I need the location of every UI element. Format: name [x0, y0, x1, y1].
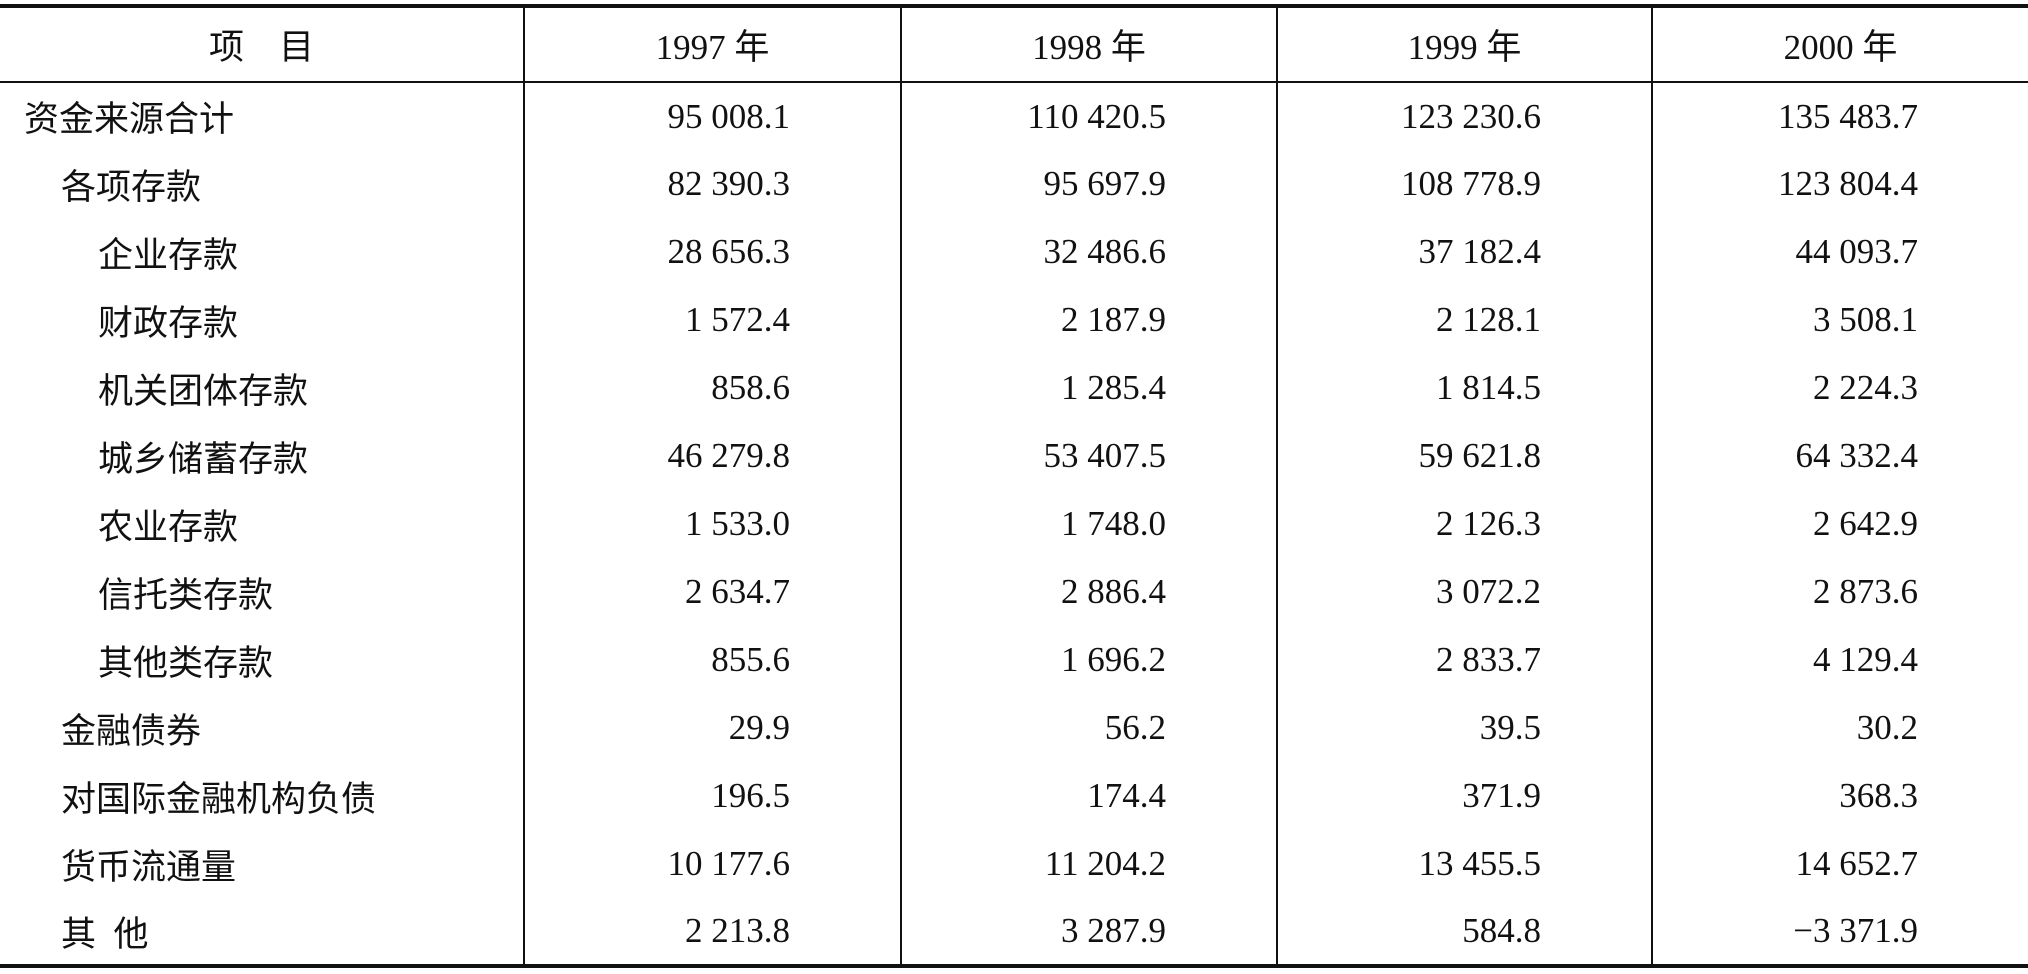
- table-row: 金融债券 29.9 56.2 39.5 30.2: [0, 694, 2028, 762]
- value-cell: 1 814.5: [1276, 354, 1652, 422]
- item-cell: 货币流通量: [61, 847, 237, 887]
- value-cell: 2 126.3: [1276, 490, 1652, 558]
- item-cell: 其 他: [61, 914, 149, 954]
- value-cell: 1 533.0: [523, 490, 901, 558]
- value-cell: 3 072.2: [1276, 558, 1652, 626]
- value-cell: 858.6: [523, 354, 901, 422]
- item-cell: 资金来源合计: [24, 100, 235, 139]
- value-cell: 174.4: [900, 762, 1277, 830]
- table-row: 资金来源合计 95 008.1 110 420.5 123 230.6 135 483.…: [0, 82, 2028, 150]
- value-cell: 64 332.4: [1651, 422, 2028, 490]
- value-cell: 46 279.8: [523, 422, 901, 490]
- value-cell: 14 652.7: [1651, 830, 2028, 898]
- value-cell: 10 177.6: [523, 830, 901, 898]
- item-cell: 城乡储蓄存款: [98, 439, 309, 479]
- value-cell: 13 455.5: [1276, 830, 1652, 898]
- value-cell: 2 886.4: [900, 558, 1277, 626]
- table-header: 项 目 1997 年 1998 年 1999 年 2000 年: [0, 6, 2028, 82]
- value-cell: 2 833.7: [1276, 626, 1652, 694]
- table-row: 机关团体存款 858.6 1 285.4 1 814.5 2 224.3: [0, 354, 2028, 422]
- value-cell: 56.2: [900, 694, 1277, 762]
- header-cell: 项 目: [208, 28, 314, 67]
- value-cell: 196.5: [523, 762, 901, 830]
- value-cell: 2 187.9: [900, 286, 1277, 354]
- item-cell: 各项存款: [61, 167, 202, 207]
- item-cell: 其他类存款: [98, 643, 274, 683]
- table-row: 企业存款 28 656.3 32 486.6 37 182.4 44 093.7: [0, 218, 2028, 286]
- table-body: 资金来源合计 95 008.1 110 420.5 123 230.6 135 483.…: [0, 82, 2028, 966]
- value-cell: 3 508.1: [1651, 286, 2028, 354]
- item-cell: 企业存款: [98, 235, 239, 275]
- data-table: 项 目 1997 年 1998 年 1999 年 2000 年 资金来源合计 95 008…: [0, 4, 2028, 968]
- value-cell: 584.8: [1276, 898, 1652, 966]
- table-row: 农业存款 1 533.0 1 748.0 2 126.3 2 642.9: [0, 490, 2028, 558]
- value-cell: 82 390.3: [523, 150, 901, 218]
- value-cell: 95 008.1: [523, 82, 901, 150]
- value-cell: 53 407.5: [900, 422, 1277, 490]
- value-cell: 37 182.4: [1276, 218, 1652, 286]
- table-row: 其 他 2 213.8 3 287.9 584.8 −3 371.9: [0, 898, 2028, 966]
- table-row: 对国际金融机构负债 196.5 174.4 371.9 368.3: [0, 762, 2028, 830]
- table-row: 财政存款 1 572.4 2 187.9 2 128.1 3 508.1: [0, 286, 2028, 354]
- item-cell: 信托类存款: [98, 575, 274, 615]
- header-cell: 1997 年: [523, 6, 901, 82]
- value-cell: 59 621.8: [1276, 422, 1652, 490]
- value-cell: 28 656.3: [523, 218, 901, 286]
- value-cell: 108 778.9: [1276, 150, 1652, 218]
- value-cell: 3 287.9: [900, 898, 1277, 966]
- value-cell: 44 093.7: [1651, 218, 2028, 286]
- table-row: 信托类存款 2 634.7 2 886.4 3 072.2 2 873.6: [0, 558, 2028, 626]
- value-cell: 371.9: [1276, 762, 1652, 830]
- table-row: 其他类存款 855.6 1 696.2 2 833.7 4 129.4: [0, 626, 2028, 694]
- value-cell: 123 230.6: [1276, 82, 1652, 150]
- value-cell: 2 213.8: [523, 898, 901, 966]
- value-cell: 30.2: [1651, 694, 2028, 762]
- value-cell: 95 697.9: [900, 150, 1277, 218]
- value-cell: −3 371.9: [1651, 898, 2028, 966]
- value-cell: 855.6: [523, 626, 901, 694]
- item-cell: 财政存款: [98, 303, 239, 343]
- header-row: 项 目 1997 年 1998 年 1999 年 2000 年: [0, 6, 2028, 82]
- value-cell: 32 486.6: [900, 218, 1277, 286]
- header-cell: 1999 年: [1276, 6, 1652, 82]
- value-cell: 135 483.7: [1651, 82, 2028, 150]
- value-cell: 4 129.4: [1651, 626, 2028, 694]
- value-cell: 2 642.9: [1651, 490, 2028, 558]
- value-cell: 29.9: [523, 694, 901, 762]
- item-cell: 对国际金融机构负债: [61, 779, 377, 819]
- value-cell: 2 634.7: [523, 558, 901, 626]
- value-cell: 2 873.6: [1651, 558, 2028, 626]
- table-row: 货币流通量 10 177.6 11 204.2 13 455.5 14 652.7: [0, 830, 2028, 898]
- item-cell: 农业存款: [98, 507, 239, 547]
- value-cell: 2 224.3: [1651, 354, 2028, 422]
- value-cell: 1 696.2: [900, 626, 1277, 694]
- value-cell: 2 128.1: [1276, 286, 1652, 354]
- value-cell: 11 204.2: [900, 830, 1277, 898]
- value-cell: 123 804.4: [1651, 150, 2028, 218]
- value-cell: 1 285.4: [900, 354, 1277, 422]
- item-cell: 机关团体存款: [98, 371, 309, 411]
- value-cell: 1 572.4: [523, 286, 901, 354]
- header-cell: 2000 年: [1651, 6, 2028, 82]
- value-cell: 368.3: [1651, 762, 2028, 830]
- page: {"table": { "header": ["项 目", "1997 年", …: [0, 4, 2028, 974]
- value-cell: 1 748.0: [900, 490, 1277, 558]
- table-row: 城乡储蓄存款 46 279.8 53 407.5 59 621.8 64 332.4: [0, 422, 2028, 490]
- value-cell: 39.5: [1276, 694, 1652, 762]
- header-cell: 1998 年: [900, 6, 1277, 82]
- item-cell: 金融债券: [61, 711, 202, 751]
- table-row: 各项存款 82 390.3 95 697.9 108 778.9 123 804.4: [0, 150, 2028, 218]
- value-cell: 110 420.5: [900, 82, 1277, 150]
